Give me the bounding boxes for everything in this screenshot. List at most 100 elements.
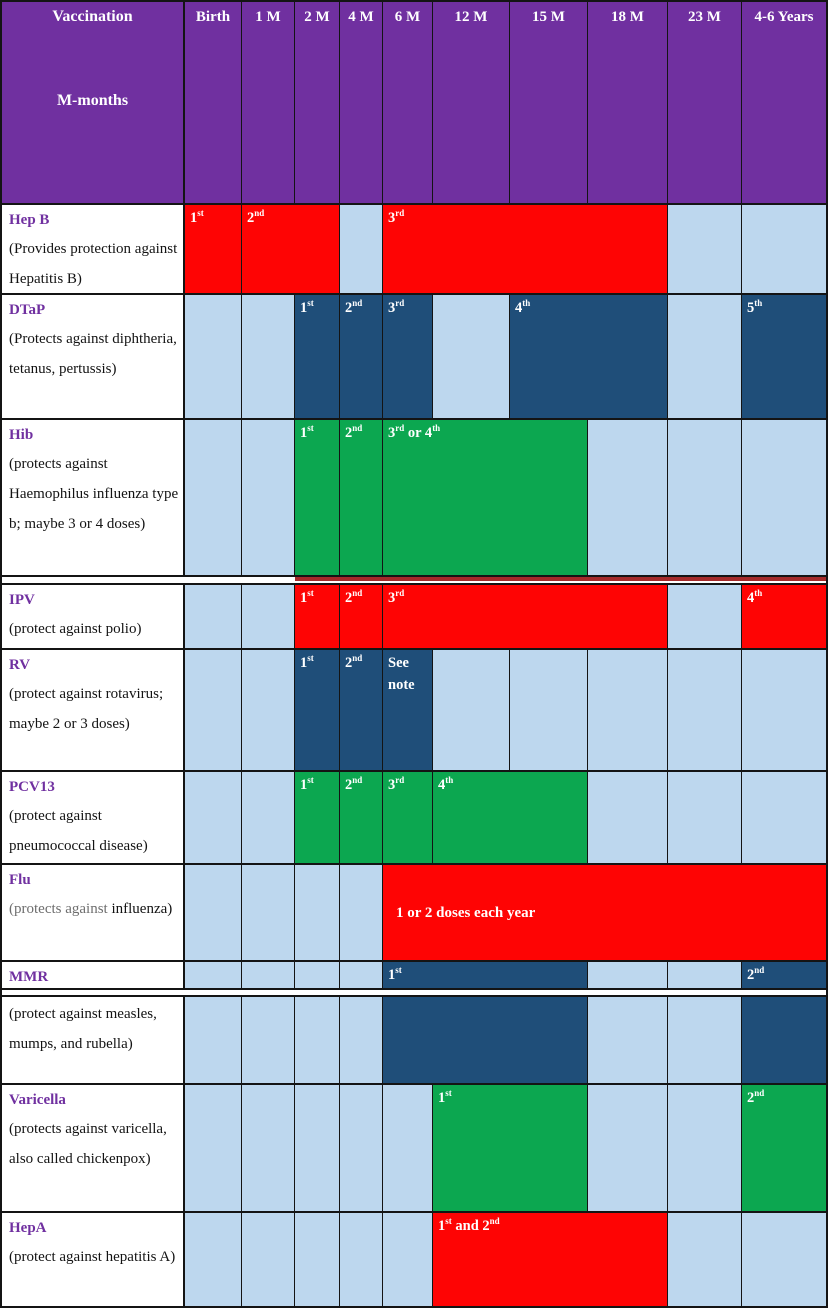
dose-label: 1st [300,775,314,793]
table-row-ipv: IPV (protect against polio) 1st 2nd 3rd 4th [2,585,826,650]
empty-cell-light [185,420,242,575]
header-cell-12-m: 12 M [433,2,510,203]
vaccine-name: Hib [9,427,34,443]
table-row-mmr-cont: (protect against measles, mumps, and rub… [2,997,826,1085]
header-vaccination-cell: Vaccination M-months [2,2,185,203]
empty-cell-light [185,997,242,1083]
empty-cell-light [588,962,668,988]
dose-label: 3rd [388,775,405,793]
empty-cell-light [383,1085,433,1211]
empty-cell-light [295,1213,340,1306]
vaccine-name: PCV13 [9,779,55,795]
table-row-mmr: MMR 1st 2nd [2,962,826,990]
dose-cell-green: 3rd [383,772,433,863]
table-row-rv: RV (protect against rotavirus; maybe 2 or… [2,650,826,772]
empty-cell-light [742,1213,826,1306]
dose-cell-dark: 2nd [340,295,383,418]
empty-cell-light [668,997,742,1083]
empty-cell-light [588,420,668,575]
table-row-hepa: HepA (protect against hepatitis A) 1st and… [2,1213,826,1306]
dose-cell-green: 3rd or 4th [383,420,588,575]
vaccine-label-cell: MMR [2,962,185,988]
dose-label: See note [388,655,415,694]
header-cell-15-m: 15 M [510,2,588,203]
empty-cell-light [185,650,242,770]
empty-cell-light [668,420,742,575]
row-separator-split [2,990,826,997]
empty-cell-light [383,1213,433,1306]
empty-cell-light [668,1085,742,1211]
header-cell-6-m: 6 M [383,2,433,203]
dose-label: 5th [747,298,763,316]
empty-cell-light [242,1213,295,1306]
empty-cell-light [242,420,295,575]
dose-cell-dark: 1st [383,962,588,988]
red-line [295,577,826,581]
dose-cell-red: 1st and 2nd [433,1213,668,1306]
dose-label: 2nd [345,423,363,441]
empty-cell-light [668,585,742,648]
empty-cell-light [668,962,742,988]
dose-cell-green: 1st [433,1085,588,1211]
dose-cell-green: 2nd [340,772,383,863]
dose-cell-dark: 4th [510,295,668,418]
vaccine-name: IPV [9,592,35,608]
dose-cell-green: 1st [295,420,340,575]
empty-cell-light [185,295,242,418]
empty-cell-light [295,865,340,960]
dose-cell-green: 4th [433,772,588,863]
vaccine-description: (protect against pneumococcal disease) [9,808,148,854]
empty-cell-light [185,772,242,863]
dose-label: 1 or 2 doses each year [396,904,536,921]
vaccine-description: (protect against hepatitis A) [9,1249,176,1265]
dose-cell-red: 2nd [340,585,383,648]
dose-label: 1st and 2nd [438,1216,500,1234]
empty-cell-light [742,772,826,863]
header-cell-1-m: 1 M [242,2,295,203]
dose-cell-dark: 2nd [340,650,383,770]
vaccine-label-cell: IPV (protect against polio) [2,585,185,648]
dose-cell-red: 1 or 2 doses each year [383,865,826,960]
table-row-flu: Flu (protects against influenza) 1 or 2 do… [2,865,826,962]
dose-cell-red: 3rd [383,585,668,648]
dose-label: 2nd [747,1088,765,1106]
vaccine-name: DTaP [9,302,46,318]
dose-label: 2nd [747,965,765,983]
dose-cell-green: 2nd [340,420,383,575]
table-row-varicella: Varicella (protects against varicella, al… [2,1085,826,1213]
dose-cell-dark: 2nd [742,962,826,988]
vaccine-description: (Provides protection against Hepatitis B… [9,241,178,287]
vaccine-label-cell: RV (protect against rotavirus; maybe 2 or… [2,650,185,770]
row-separator-red-line [2,577,826,585]
dose-cell-green: 1st [295,772,340,863]
vaccine-name: Varicella [9,1092,66,1108]
empty-cell-light [340,1213,383,1306]
empty-cell-light [668,295,742,418]
table-row-hepb: Hep B (Provides protection against Hepati… [2,205,826,295]
table-row-pcv13: PCV13 (protect against pneumococcal disea… [2,772,826,865]
dose-label: 4th [515,298,531,316]
empty-cell-light [588,1085,668,1211]
empty-cell-light [242,295,295,418]
empty-cell-light [668,772,742,863]
dose-label: 3rd [388,298,405,316]
empty-cell-light [340,997,383,1083]
vaccine-label-cell: HepA (protect against hepatitis A) [2,1213,185,1306]
vaccine-label-cell: (protect against measles, mumps, and rub… [2,997,185,1083]
dose-cell-dark: 5th [742,295,826,418]
dose-cell-dark: 3rd [383,295,433,418]
dose-label: 2nd [345,653,363,671]
vaccine-description: (protects against Haemophilus influenza … [9,456,179,532]
dose-label: 1st [300,298,314,316]
empty-cell-light [242,997,295,1083]
table-row-hib: Hib (protects against Haemophilus influen… [2,420,826,577]
header-cell-2-m: 2 M [295,2,340,203]
empty-cell-light [588,772,668,863]
empty-cell-light [242,865,295,960]
empty-cell-light [742,205,826,293]
vaccine-description: (protects against influenza) [9,901,173,917]
vaccine-label-cell: Varicella (protects against varicella, al… [2,1085,185,1211]
empty-cell-dark [383,997,588,1083]
